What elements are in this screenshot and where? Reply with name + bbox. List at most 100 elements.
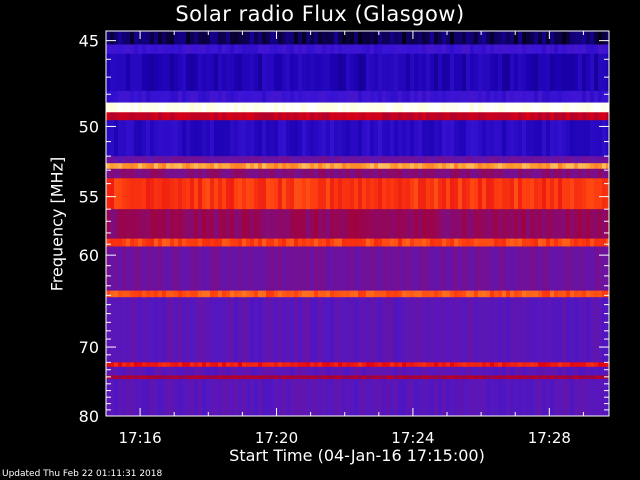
heatmap-cell xyxy=(510,238,515,247)
heatmap-cell xyxy=(274,163,279,170)
heatmap-cell xyxy=(282,53,287,92)
heatmap-cell xyxy=(358,102,363,113)
heatmap-cell xyxy=(482,362,487,368)
heatmap-cell xyxy=(326,168,331,179)
heatmap-cell xyxy=(606,102,610,113)
heatmap-cell xyxy=(558,102,563,113)
heatmap-cell xyxy=(514,168,519,179)
heatmap-cell xyxy=(434,53,439,92)
heatmap-cell xyxy=(246,178,251,210)
heatmap-cell xyxy=(346,375,351,380)
heatmap-cell xyxy=(390,238,395,247)
heatmap-cell xyxy=(358,168,363,179)
heatmap-cell xyxy=(150,238,155,247)
heatmap-cell xyxy=(358,44,363,55)
heatmap-cell xyxy=(386,366,391,376)
heatmap-cell xyxy=(486,53,491,92)
heatmap-cell xyxy=(242,362,247,368)
heatmap-cell xyxy=(522,209,527,240)
heatmap-cell xyxy=(322,112,327,121)
heatmap-cell xyxy=(382,246,387,291)
heatmap-cell xyxy=(370,112,375,121)
heatmap-cell xyxy=(150,290,155,298)
heatmap-cell xyxy=(222,120,227,157)
heatmap-cell xyxy=(230,238,235,247)
heatmap-cell xyxy=(430,163,435,170)
heatmap-cell xyxy=(198,378,203,417)
heatmap-cell xyxy=(578,297,583,363)
heatmap-cell xyxy=(446,53,451,92)
heatmap-cell xyxy=(494,366,499,376)
heatmap-cell xyxy=(574,120,579,157)
heatmap-cell xyxy=(434,90,439,103)
heatmap-cell xyxy=(134,31,139,45)
heatmap-cell xyxy=(330,378,335,417)
heatmap-cell xyxy=(182,31,187,45)
heatmap-cell xyxy=(430,90,435,103)
heatmap-cell xyxy=(382,366,387,376)
heatmap-cell xyxy=(478,297,483,363)
heatmap-cell xyxy=(510,102,515,113)
heatmap-cell xyxy=(178,112,183,121)
heatmap-cell xyxy=(598,375,603,380)
heatmap-cell xyxy=(150,102,155,113)
heatmap-cell xyxy=(282,168,287,179)
heatmap-cell xyxy=(574,112,579,121)
heatmap-cell xyxy=(598,163,603,170)
heatmap-cell xyxy=(342,44,347,55)
heatmap-cell xyxy=(162,375,167,380)
heatmap-cell xyxy=(382,120,387,157)
heatmap-cell xyxy=(502,297,507,363)
heatmap-cell xyxy=(294,168,299,179)
heatmap-cell xyxy=(154,168,159,179)
heatmap-cell xyxy=(522,120,527,157)
heatmap-cell xyxy=(238,366,243,376)
heatmap-cell xyxy=(290,362,295,368)
heatmap-cell xyxy=(338,362,343,368)
heatmap-cell xyxy=(538,168,543,179)
heatmap-cell xyxy=(166,297,171,363)
heatmap-cell xyxy=(290,120,295,157)
heatmap-cell xyxy=(158,209,163,240)
heatmap-cell xyxy=(258,53,263,92)
heatmap-cell xyxy=(414,178,419,210)
heatmap-cell xyxy=(514,163,519,170)
heatmap-cell xyxy=(486,102,491,113)
heatmap-cell xyxy=(514,102,519,113)
heatmap-cell xyxy=(302,375,307,380)
heatmap-cell xyxy=(262,31,267,45)
heatmap-cell xyxy=(406,44,411,55)
heatmap-cell xyxy=(266,156,271,164)
heatmap-cell xyxy=(454,366,459,376)
heatmap-cell xyxy=(146,53,151,92)
heatmap-cell xyxy=(554,102,559,113)
heatmap-cell xyxy=(370,209,375,240)
heatmap-cell xyxy=(274,378,279,417)
heatmap-cell xyxy=(206,297,211,363)
heatmap-cell xyxy=(454,31,459,45)
heatmap-cell xyxy=(450,163,455,170)
heatmap-cell xyxy=(298,31,303,45)
heatmap-cell xyxy=(174,375,179,380)
heatmap-cell xyxy=(218,53,223,92)
heatmap-cell xyxy=(358,375,363,380)
heatmap-cell xyxy=(126,238,131,247)
heatmap-cell xyxy=(494,112,499,121)
heatmap-cell xyxy=(198,238,203,247)
heatmap-cell xyxy=(470,238,475,247)
heatmap-cell xyxy=(218,178,223,210)
heatmap-cell xyxy=(230,366,235,376)
heatmap-cell xyxy=(134,362,139,368)
heatmap-cell xyxy=(250,375,255,380)
heatmap-cell xyxy=(526,246,531,291)
heatmap-cell xyxy=(202,53,207,92)
heatmap-cell xyxy=(206,209,211,240)
heatmap-cell xyxy=(250,53,255,92)
heatmap-cell xyxy=(282,44,287,55)
heatmap-cell xyxy=(566,163,571,170)
heatmap-cell xyxy=(454,378,459,417)
heatmap-cell xyxy=(358,297,363,363)
heatmap-cell xyxy=(126,297,131,363)
heatmap-cell xyxy=(482,375,487,380)
heatmap-cell xyxy=(554,290,559,298)
